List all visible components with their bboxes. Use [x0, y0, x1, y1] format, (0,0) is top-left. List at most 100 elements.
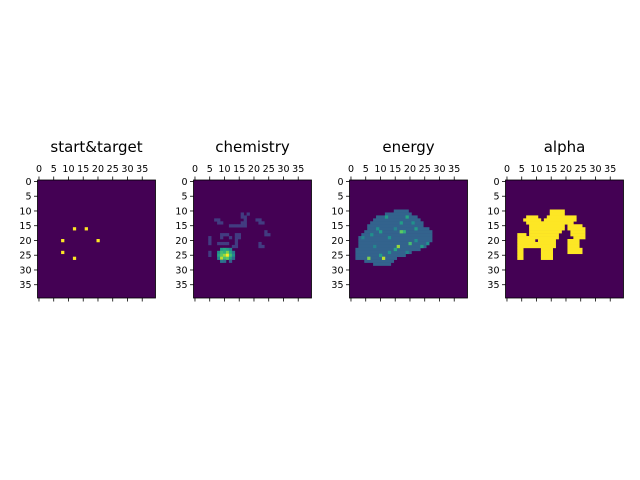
y-tick-label: 20 [19, 236, 31, 247]
x-tick-label: 5 [51, 164, 57, 175]
y-tick-label: 20 [175, 236, 187, 247]
heatmap-cell [405, 250, 409, 255]
heatmap-run [517, 233, 527, 237]
heatmap-cell [387, 236, 392, 240]
heatmap-cell [208, 253, 212, 257]
x-tick-label: 35 [448, 164, 460, 175]
y-tick-label: 30 [175, 265, 187, 276]
x-tick-label: 5 [519, 164, 525, 175]
heatmap-cell [399, 221, 403, 225]
heatmap-run [567, 224, 583, 228]
heatmap-run [549, 212, 565, 216]
heatmap-cell [208, 241, 212, 246]
y-tick-label: 10 [175, 206, 187, 217]
heatmap-cell [258, 221, 262, 225]
x-tick-label: 15 [389, 164, 401, 175]
x-tick-label: 20 [560, 164, 572, 175]
axes-frame [193, 179, 312, 299]
y-tick-label: 35 [175, 280, 187, 291]
heatmap-run [570, 233, 586, 237]
heatmap-cell [217, 241, 221, 246]
heatmap-cell [376, 227, 380, 231]
heatmap-cell [267, 233, 271, 237]
heatmap-cell [231, 253, 236, 257]
heatmap-cell [379, 253, 383, 257]
y-tick-label: 20 [487, 236, 499, 247]
heatmap-run [355, 247, 421, 252]
heatmap-cell [214, 218, 218, 222]
heatmap-cell [396, 244, 400, 249]
y-tick-label: 15 [19, 221, 31, 232]
x-tick-label: 10 [62, 164, 74, 175]
heatmap-cell [228, 250, 233, 255]
heatmap-run [549, 209, 565, 213]
heatmap-run [393, 209, 409, 213]
heatmap-run [529, 224, 565, 228]
heatmap-run [358, 236, 433, 240]
heatmap-cell [225, 253, 230, 257]
y-tick-label: 0 [493, 177, 499, 188]
y-tick-label: 30 [331, 265, 343, 276]
x-tick-label: 10 [374, 164, 386, 175]
axes-frame [37, 179, 156, 299]
heatmap-cell [237, 233, 241, 237]
heatmap-run [517, 250, 524, 255]
heatmap-cell [426, 241, 430, 246]
y-tick-label: 15 [331, 221, 343, 232]
axes-frame [505, 179, 624, 299]
heatmap-cell [408, 241, 412, 246]
x-tick-label: 5 [363, 164, 369, 175]
heatmap-run [540, 250, 553, 255]
heatmap-cell [231, 256, 236, 260]
y-tick-label: 30 [487, 265, 499, 276]
y-tick-label: 25 [331, 251, 343, 262]
heatmap-cell [258, 244, 262, 249]
x-tick-label: 30 [121, 164, 133, 175]
y-tick-label: 5 [493, 192, 499, 203]
chart-title: chemistry [215, 138, 290, 156]
heatmap-run [523, 218, 542, 222]
heatmap-run [367, 227, 430, 231]
heatmap-cell [220, 236, 224, 240]
y-tick-label: 25 [19, 251, 31, 262]
heatmap-cell [231, 224, 236, 228]
heatmap-run [358, 241, 430, 246]
y-tick-label: 15 [487, 221, 499, 232]
heatmap-cell [402, 230, 406, 234]
heatmap-run [355, 250, 412, 255]
heatmap-background [193, 180, 312, 298]
heatmap-cell [228, 236, 233, 240]
heatmap-run [373, 262, 392, 266]
heatmap-run [567, 241, 580, 246]
y-tick-label: 10 [19, 206, 31, 217]
y-tick-label: 35 [19, 280, 31, 291]
heatmap-cell [381, 256, 386, 260]
heatmap-cell [225, 256, 230, 260]
heatmap-run [355, 256, 397, 260]
heatmap-cell [223, 253, 227, 257]
heatmap-cell [223, 250, 227, 255]
heatmap-cell [220, 241, 224, 246]
heatmap-cell [220, 247, 224, 252]
heatmap-cell [370, 233, 374, 237]
heatmap-cell [237, 224, 241, 228]
x-tick-label: 20 [404, 164, 416, 175]
heatmap-cell [228, 259, 233, 263]
heatmap-run [526, 215, 539, 219]
x-tick-label: 15 [77, 164, 89, 175]
heatmap-cell [228, 247, 233, 252]
heatmap-cell [243, 215, 247, 219]
heatmap-cell [240, 212, 244, 216]
y-tick-label: 0 [181, 177, 187, 188]
x-tick-label: 15 [233, 164, 245, 175]
y-tick-label: 35 [331, 280, 343, 291]
x-tick-label: 25 [575, 164, 587, 175]
heatmap-run [529, 233, 559, 237]
heatmap-run [517, 256, 524, 260]
heatmap-run [517, 239, 536, 243]
y-tick-label: 35 [487, 280, 499, 291]
heatmap-run [540, 256, 553, 260]
